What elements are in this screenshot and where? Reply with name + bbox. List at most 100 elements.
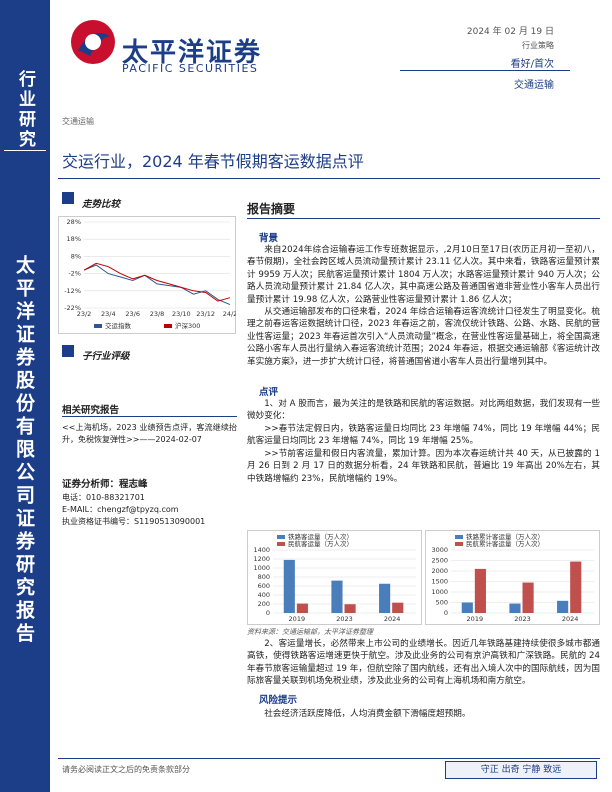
y-tick-label: 1000 [253,564,270,572]
figure-caption: 资料来源：交通运输部，太平洋证券整理 [247,628,373,636]
bar [461,602,473,613]
cert: 执业资格证书编号：S1190513090001 [62,517,206,526]
legend-swatch [277,542,285,546]
logo-core [85,34,101,50]
related-title: 相关研究报告 [62,405,120,416]
legend-swatch [277,535,285,539]
x-tick-label: 2023 [336,615,353,623]
motto: 守正 出奇 宁静 致远 [445,761,597,779]
bar [283,559,295,613]
summary-block-1: 背景 来自2024年综合运输春运工作专班数据显示，,2月10日至17日(农历正月… [247,230,600,485]
y-tick-label: 3000 [431,546,448,554]
report-title: 交运行业，2024 年春节假期客运数据点评 [62,152,364,171]
phone: 电话：010-88321701 [62,493,145,502]
line [83,264,231,306]
legend-label: 交运指数 [105,321,132,330]
paragraph: 2、客运量增长，必然带来上市公司的业绩增长。因近几年铁路基建持续使很多城市都通高… [247,639,600,687]
bar [379,583,391,613]
related-report: <<上海机场，2023 业绩预告点评，客流继续抬升，免税恢复弹性>>——2024… [62,423,237,444]
paragraph: 从交通运输部发布的口径来看，2024 年综合运输春运客流统计口径发生了明显变化。… [247,307,600,367]
y-tick-label: 200 [258,600,270,608]
bar [392,602,404,613]
summary-title: 报告摘要 [247,202,296,216]
paragraph: 来自2024年综合运输春运工作专班数据显示，,2月10日至17日(农历正月初一至… [247,245,600,305]
summary-block-2: 2、客运量增长，必然带来上市公司的业绩增长。因近几年铁路基建持续使很多城市都通高… [247,638,600,720]
bar [522,582,534,613]
x-tick-label: 2024 [384,615,401,623]
y-tick-label: 18% [67,235,81,243]
rating: 看好/首次 [510,59,554,70]
sidebar-rule [4,150,46,151]
x-tick-label: 23/12 [196,310,215,318]
legend-label: 铁路累计客运量（万人次） [466,532,544,541]
related-rule [62,416,237,417]
y-tick-label: 1000 [431,588,448,596]
title-rule [58,178,600,179]
y-tick-label: 2500 [431,557,448,565]
section-tag: 交通运输 [62,117,94,126]
x-tick-label: 23/8 [150,310,165,318]
report-date: 2024 年 02 月 19 日 [466,27,554,37]
x-tick-label: 2023 [514,615,531,623]
paragraph: 1、对 A 股而言，最为关注的是铁路和民航的客运数据。对比两组数据，我们发现有一… [247,399,600,422]
x-tick-label: 2024 [562,615,579,623]
legend-label: 民航客运量（万人次） [288,539,353,548]
legend-swatch [164,324,172,328]
y-tick-label: 0 [266,609,270,617]
x-tick-label: 2019 [289,615,306,623]
bar [331,580,343,613]
x-tick-label: 24/2 [223,310,236,318]
trend-chart: -22% -12% -2% 8% 18% 28% 23/2 23/4 23/6 23/8 23/10… [58,216,236,334]
header-rule [400,70,570,71]
sidebar [0,0,50,792]
icon [62,192,74,204]
legend-label: 铁路客运量（万人次） [288,532,353,541]
y-tick-label: -12% [64,287,81,295]
sub-rating-title: 子行业评级 [82,351,130,362]
paragraph: >>春节法定假日内，铁路客运量日均同比 23 年增幅 74%，同比 19 年增幅… [247,423,600,447]
sidebar-category: 行业研究 [15,70,35,150]
trend-title: 走势比较 [82,199,121,210]
heading: 背景 [259,233,279,244]
heading: 风险提示 [259,694,298,706]
sidebar-company: 太平洋证券股份有限公司证券研究报告 [13,255,35,646]
bar [557,600,569,613]
x-tick-label: 2019 [467,615,484,623]
bar [474,568,486,613]
analyst: 证券分析师：程志峰 [62,479,148,490]
bar-chart: 0 500 1000 1500 2000 2500 3000 2019 2023 2024 铁路累计… [425,530,600,625]
y-tick-label: -2% [68,270,81,278]
report-type: 行业策略 [522,41,554,50]
summary-rule [247,218,600,219]
legend-swatch [455,542,463,546]
y-tick-label: 1200 [253,555,270,563]
y-tick-label: 1500 [431,578,448,586]
paragraph: 社会经济活跃度降低，人均消费金额下滑幅度超预期。 [264,708,471,719]
icon [62,345,74,357]
y-tick-label: 600 [258,582,270,590]
y-tick-label: 400 [258,591,270,599]
y-tick-label: 1400 [253,546,270,554]
line [83,262,231,302]
legend-label: 沪深300 [175,321,200,330]
bar [509,603,521,613]
y-tick-label: 28% [67,218,81,226]
x-tick-label: 23/4 [101,310,116,318]
y-tick-label: 2000 [431,567,448,575]
plot-frame [58,216,236,334]
bar [344,604,356,613]
heading: 点评 [259,387,279,399]
y-tick-label: -22% [64,304,81,312]
logo-cn: 太平洋证券 [122,38,263,68]
legend-label: 民航累计客运量（万人次） [466,539,544,548]
email: E-MAIL：chengzf@tpyzq.com [62,505,179,514]
y-tick-label: 800 [258,573,270,581]
footer-rule [58,758,600,759]
paragraph: >>节前客运量和假日内客流量，累加计算。因为本次春运统计共 40 天，从已披露的… [247,448,600,484]
y-tick-label: 8% [71,252,81,260]
legend-swatch [94,324,102,328]
x-tick-label: 23/2 [77,310,92,318]
bar [570,561,582,613]
x-tick-label: 23/10 [172,310,191,318]
